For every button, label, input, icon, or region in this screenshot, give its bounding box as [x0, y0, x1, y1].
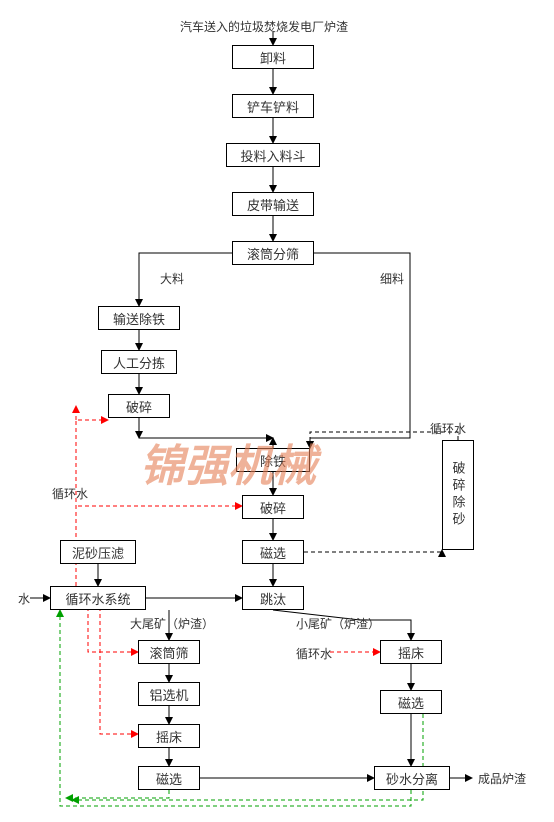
node-n17: 铝选机	[138, 682, 200, 706]
node-n1: 卸料	[232, 45, 314, 69]
node-n10: 破碎	[242, 495, 304, 519]
node-n6: 输送除铁	[98, 306, 180, 330]
node-n8: 破碎	[108, 394, 170, 418]
node-n20: 摇床	[380, 640, 442, 664]
label-xi: 细料	[380, 270, 404, 287]
label-shui: 水	[18, 590, 30, 607]
label-out: 成品炉渣	[478, 770, 526, 787]
label-hx1: 循环水	[430, 420, 466, 437]
node-n16: 滚筒筛	[138, 640, 200, 664]
label-da: 大料	[160, 270, 184, 287]
node-n5: 滚筒分筛	[232, 241, 314, 265]
node-n9: 除铁	[236, 448, 310, 472]
edge	[304, 550, 442, 552]
edge	[139, 253, 232, 306]
label-hx3: 循环水	[296, 645, 332, 662]
node-n7: 人工分拣	[101, 350, 177, 374]
node-n18: 摇床	[138, 724, 200, 748]
edge	[72, 714, 423, 800]
node-n11: 磁选	[242, 540, 304, 564]
label-xiaowei: 小尾矿（炉渣）	[296, 615, 380, 632]
node-n2: 铲车铲料	[232, 94, 314, 118]
node-n4: 皮带输送	[232, 192, 314, 216]
node-n21: 磁选	[380, 690, 442, 714]
node-n22: 砂水分离	[374, 766, 450, 790]
node-n12: 跳汰	[242, 586, 304, 610]
label-dawei: 大尾矿（炉渣）	[130, 615, 214, 632]
node-n15: 循环水系统	[50, 586, 146, 610]
edge	[60, 610, 411, 806]
node-n3: 投料入料斗	[226, 143, 320, 167]
label-title: 汽车送入的垃圾焚烧发电厂炉渣	[180, 18, 348, 35]
node-n13: 破碎除砂	[442, 440, 474, 550]
node-n14: 泥砂压滤	[60, 540, 136, 564]
edge	[66, 790, 169, 798]
label-hx2: 循环水	[52, 485, 88, 502]
node-n19: 磁选	[138, 766, 200, 790]
